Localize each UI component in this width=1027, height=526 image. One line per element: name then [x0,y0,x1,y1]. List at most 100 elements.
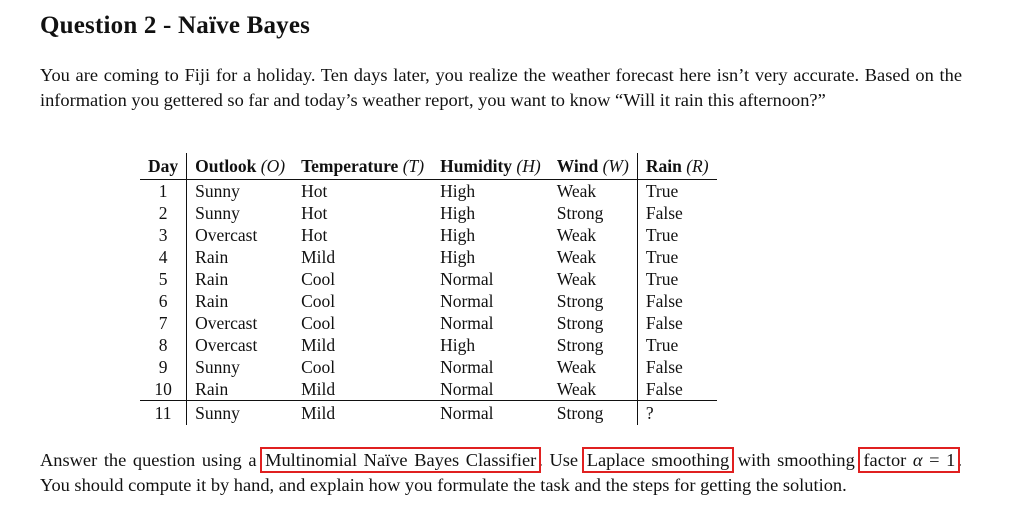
table-cell: 1 [158,181,168,201]
table-header-row: Day Outlook (O) Temperature (T) Humidity (H… [140,153,717,180]
column-header-label: Rain [645,156,682,176]
column-header-variable: (T) [402,156,425,176]
answer-paragraph: Answer the question using a Multinomial … [40,447,962,498]
table-cell: Cool [301,313,336,333]
column-header-label: Temperature [301,156,399,176]
answer-text-4: . You should compute it by hand, and exp… [40,450,962,495]
table-cell: Normal [440,269,494,289]
table-cell: Mild [301,403,336,423]
table-row: 10 Rain Mild Normal Weak False [140,378,717,401]
table-cell: Overcast [186,224,294,246]
table-cell: High [440,225,476,245]
table-cell: 8 [158,335,168,355]
table-cell: True [636,268,717,290]
table-cell: Sunny [186,356,294,378]
column-header-variable: (R) [686,156,709,176]
intro-paragraph: You are coming to Fiji for a holiday. Te… [40,65,962,110]
table-cell: Strong [556,313,604,333]
table-cell: False [636,202,717,224]
table-body: 1 Sunny Hot High Weak True 2 Sunny Hot High Strong… [140,179,717,425]
smoothing-factor-value: = 1 [922,450,956,470]
table-cell: 4 [158,247,168,267]
table-cell: High [440,203,476,223]
table-cell: Normal [440,379,494,399]
table-cell: Sunny [186,179,294,202]
smoothing-factor-label: factor [863,450,913,470]
table-cell: False [636,290,717,312]
table-cell: 9 [158,357,168,377]
table-cell: 7 [158,313,168,333]
table-cell: Weak [556,379,597,399]
table-cell: 3 [158,225,168,245]
table-cell: 2 [158,203,168,223]
answer-text-3: with smoothing [731,450,862,470]
column-header-label: Humidity [440,156,513,176]
table-cell: Weak [556,357,597,377]
column-header: Temperature (T) [293,153,432,180]
table-cell: Sunny [186,400,294,425]
table-cell: Rain [186,268,294,290]
table-cell: Hot [301,225,328,245]
table-cell: Normal [440,291,494,311]
table-cell: Strong [556,291,604,311]
highlight-smoothing-factor: factor α = 1 [858,447,961,473]
table-row: 5 Rain Cool Normal Weak True [140,268,717,290]
column-header: Humidity (H) [432,153,549,180]
table-cell: High [440,335,476,355]
table-cell: Mild [301,335,336,355]
table-cell: 10 [154,379,172,399]
table-cell: Normal [440,313,494,333]
column-header-label: Outlook [195,156,257,176]
column-header: Rain (R) [636,153,717,180]
table-cell: False [636,312,717,334]
column-header-variable: (W) [602,156,629,176]
table-cell: Weak [556,247,597,267]
column-header-label: Wind [556,156,599,176]
table-cell: Mild [301,379,336,399]
table-cell: High [440,181,476,201]
table-cell: Cool [301,269,336,289]
table-cell: Hot [301,181,328,201]
column-header: Day [140,153,187,180]
table-cell: Sunny [186,202,294,224]
table-cell: True [636,224,717,246]
table-row: 3 Overcast Hot High Weak True [140,224,717,246]
query-row: 11 Sunny Mild Normal Strong? [140,400,717,425]
table-cell: Rain [186,246,294,268]
table-cell: True [636,334,717,356]
table-cell: 11 [154,403,172,423]
column-header: Wind (W) [549,153,638,180]
column-header: Outlook (O) [186,153,294,180]
table-cell: Strong [556,335,604,355]
table-cell: High [440,247,476,267]
table-cell: Overcast [186,312,294,334]
table-row: 2 Sunny Hot High Strong False [140,202,717,224]
table-cell: ? [636,400,717,425]
highlight-multinomial-nb: Multinomial Naïve Bayes Classifier [260,447,542,473]
table-cell: True [636,179,717,202]
table-cell: Normal [440,357,494,377]
table-cell: Mild [301,247,336,267]
table-cell: Rain [186,290,294,312]
column-header-variable: (H) [516,156,541,176]
highlight-laplace-smoothing: Laplace smoothing [581,447,735,473]
table-cell: False [636,356,717,378]
table-cell: 6 [158,291,168,311]
table-cell: Hot [301,203,328,223]
table-row: 8 Overcast Mild High Strong True [140,334,717,356]
table-row: 9 Sunny Cool Normal Weak False [140,356,717,378]
table-cell: Rain [186,378,294,401]
table-cell: Weak [556,269,597,289]
alpha-symbol: α [912,450,923,470]
table-cell: Cool [301,291,336,311]
table-cell: Strong [556,403,604,423]
column-header-label: Day [148,156,179,176]
table-row: 7 Overcast Cool Normal Strong False [140,312,717,334]
table-cell: Overcast [186,334,294,356]
answer-text-2: . Use [538,450,585,470]
table-cell: Weak [556,181,597,201]
answer-text-1: Answer the question using a [40,450,264,470]
column-header-variable: (O) [260,156,286,176]
table-cell: Normal [440,403,494,423]
table-cell: Cool [301,357,336,377]
